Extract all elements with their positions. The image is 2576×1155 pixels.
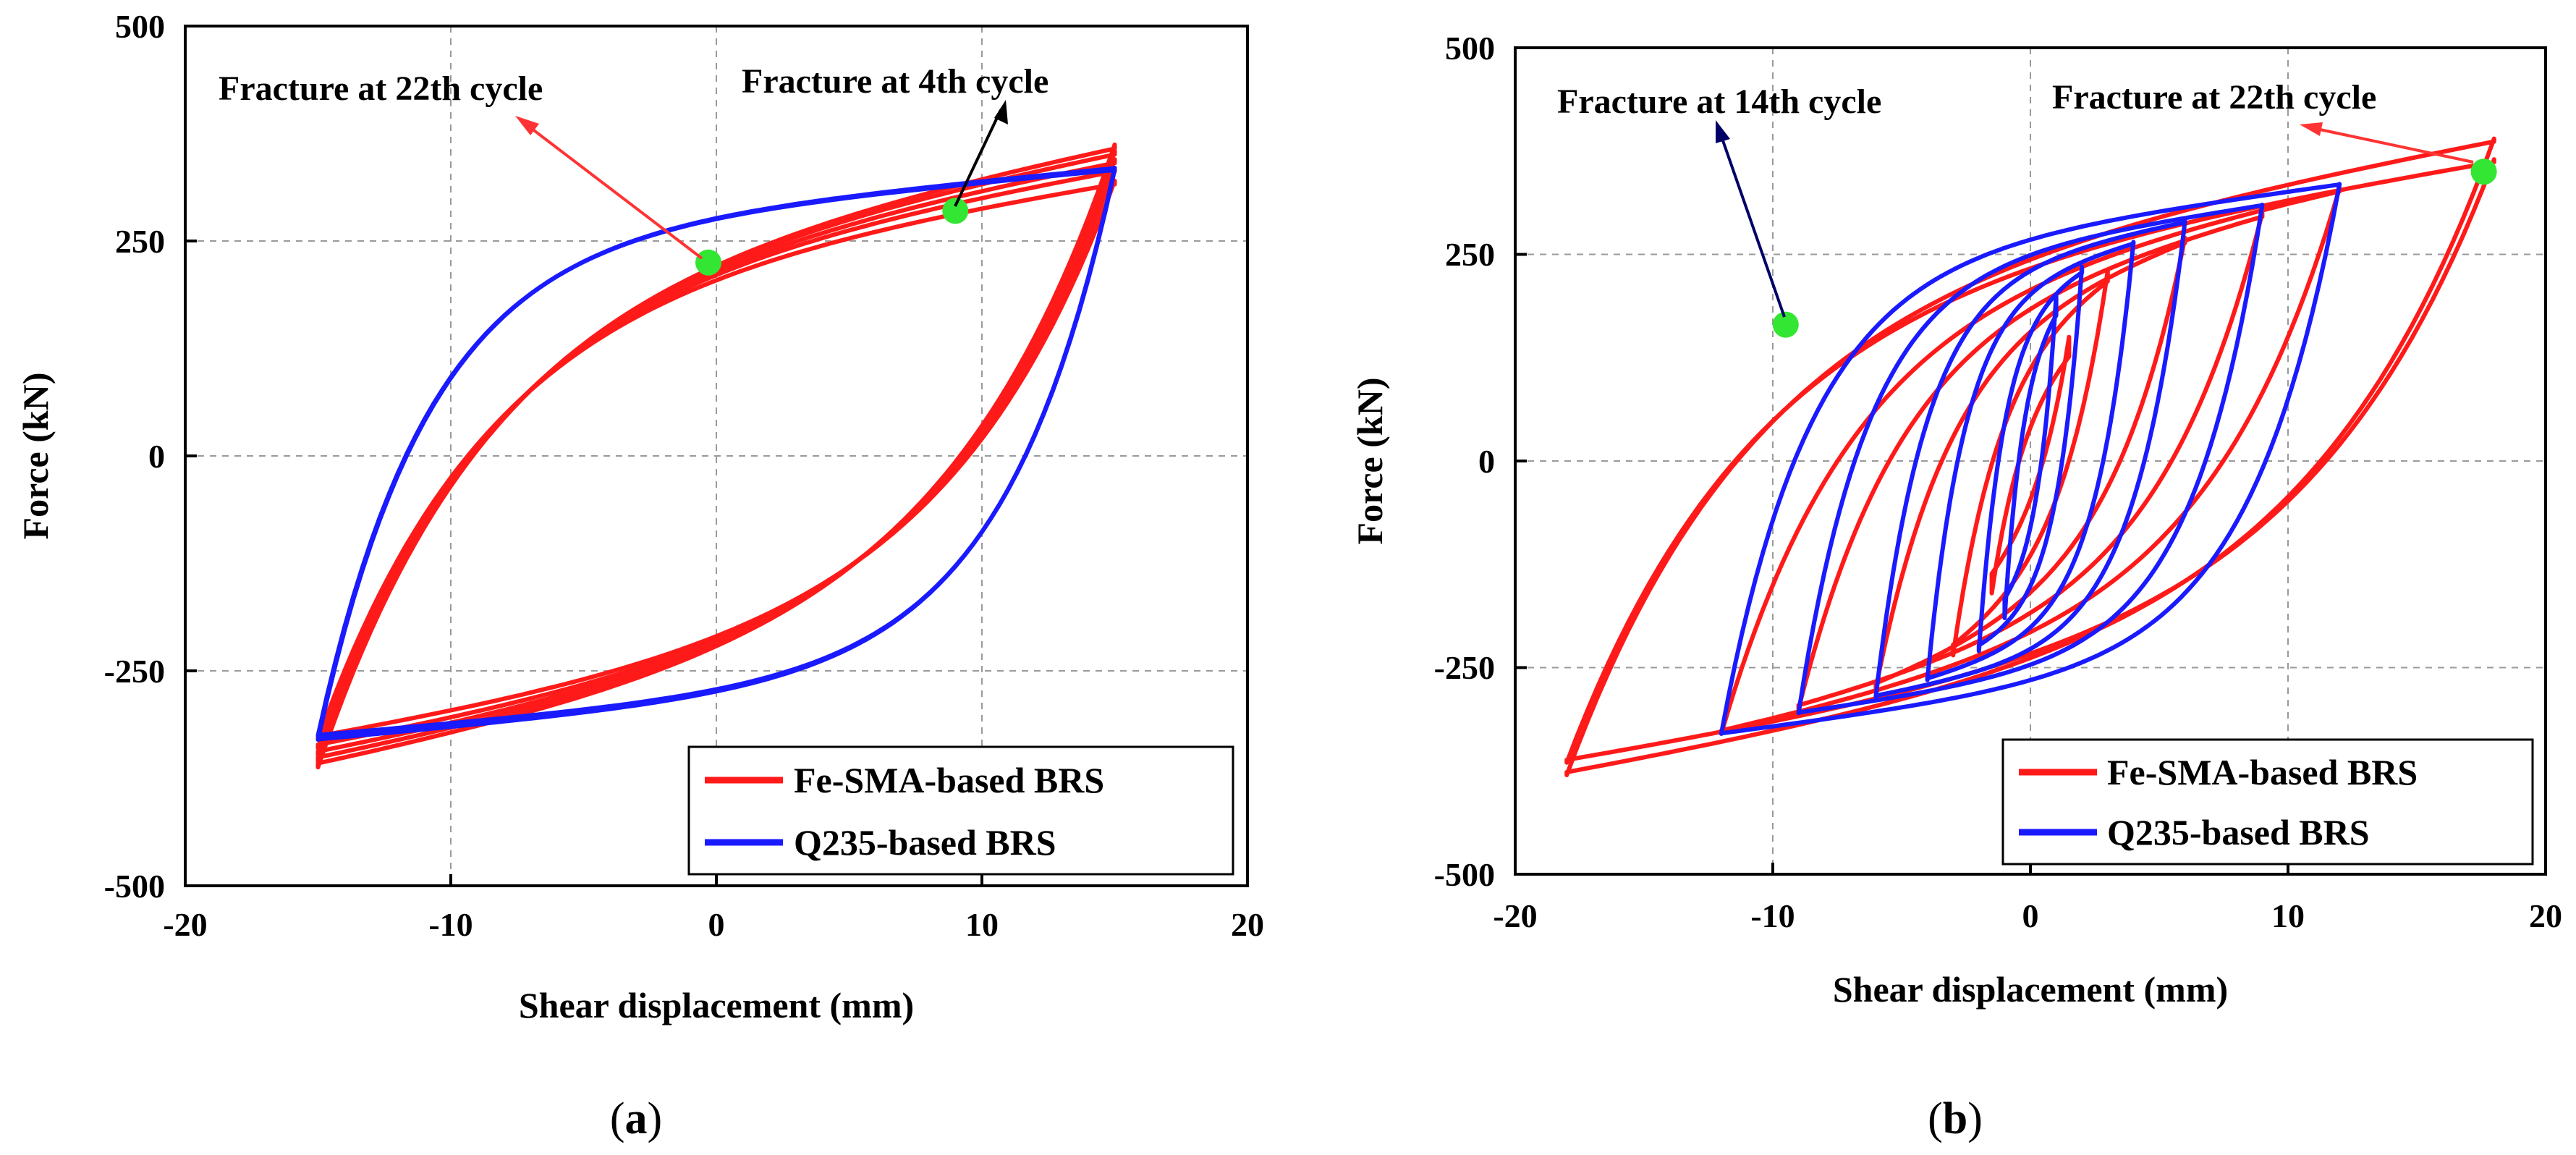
panel-b-arrow-22th: [2300, 122, 2474, 164]
panel-a-ytick-label: 500: [115, 8, 165, 45]
panel-a-annotation-22th: Fracture at 22th cycle: [219, 69, 543, 108]
panel-b-arrow-14th: [1716, 120, 1786, 318]
panel-b-ytick-label: -250: [1434, 649, 1495, 686]
panel-b-legend-label-q235: Q235-based BRS: [2107, 812, 2370, 852]
panel-a-fracture-marker-2: [942, 198, 969, 224]
panel-a-ytick-label: 250: [115, 223, 165, 260]
panel-b-annotation-14th: Fracture at 14th cycle: [1557, 82, 1881, 121]
panel-b-y-axis-label: Force (kN): [1350, 378, 1390, 545]
panel-a-fe-sma-loop-5: [315, 142, 1117, 770]
panel-a-y-axis-label: Force (kN): [15, 373, 56, 540]
panel-b-fe-sma-loop-7: [1564, 136, 2496, 777]
panel-a-xtick-label: -10: [428, 906, 473, 943]
panel-a-curves: [315, 142, 1117, 770]
panel-b-xtick-label: -20: [1493, 897, 1537, 934]
panel-b-q235-loop-6: [1719, 182, 2342, 736]
panel-a-ytick-label: 0: [148, 438, 165, 475]
panel-b-legend-box: [2001, 738, 2534, 866]
panel-a-xtick-labels: -20 -10 0 10 20: [163, 906, 1264, 943]
panel-b-xtick-labels: -20 -10 0 10 20: [1493, 897, 2562, 934]
panel-b-fracture-marker-1: [1772, 311, 1799, 338]
panel-b-ytick-labels: 500 250 0 -250 -500: [1434, 30, 1495, 893]
panel-b-xtick-label: 20: [2529, 897, 2562, 934]
panel-a-xtick-label: 20: [1231, 906, 1264, 943]
panel-b-x-axis-label: Shear displacement (mm): [1833, 969, 2228, 1010]
panel-a-xtick-label: -20: [163, 906, 207, 943]
panel-a-fracture-markers: [695, 198, 969, 276]
panel-b: -20 -10 0 10 20 500 250 0 -250 -500 Shea…: [1350, 30, 2562, 1143]
panel-a-ytick-labels: 500 250 0 -250 -500: [104, 8, 165, 905]
panel-a-arrow-4th: [954, 100, 1008, 207]
panel-a-x-axis-label: Shear displacement (mm): [519, 985, 914, 1025]
panel-b-q235-loop-3: [1925, 240, 2136, 682]
panel-a-xtick-label: 10: [965, 906, 999, 943]
panel-a-xtick-label: 0: [708, 906, 725, 943]
panel-b-q235-loop-2: [1976, 264, 2085, 653]
panel-a-letter: a: [625, 1094, 648, 1143]
panel-b-ytick-label: 250: [1445, 236, 1495, 273]
panel-b-xtick-label: 10: [2271, 897, 2305, 934]
panel-b-q235-loop-5: [1796, 203, 2265, 716]
panel-b-ticks: [1514, 46, 2547, 876]
panel-a-annotation-4th: Fracture at 4th cycle: [742, 62, 1048, 101]
panel-a-legend-label-q235: Q235-based BRS: [794, 822, 1056, 863]
panel-b-letter: b: [1943, 1094, 1967, 1143]
panel-b-fe-sma-loop-3: [1873, 235, 2187, 690]
panel-a: -20 -10 0 10 20 500 250 0 -250 -500 Shea…: [15, 8, 1264, 1143]
panel-a-ytick-label: -500: [104, 868, 165, 905]
panel-a-ticks: [184, 25, 1249, 887]
panel-b-ytick-label: 0: [1478, 443, 1495, 480]
panel-b-ytick-label: 500: [1445, 30, 1495, 67]
panel-b-annotation-22th: Fracture at 22th cycle: [2052, 78, 2376, 117]
panel-b-fracture-markers: [1772, 158, 2497, 338]
panel-b-fracture-marker-2: [2470, 158, 2497, 185]
panel-a-arrow-22th: [515, 116, 703, 260]
panel-a-fracture-marker-1: [695, 249, 721, 276]
panel-b-xtick-label: 0: [2022, 897, 2039, 934]
panel-b-fe-sma-loop-2: [1951, 268, 2110, 658]
panel-b-legend-label-fe-sma: Fe-SMA-based BRS: [2107, 752, 2418, 792]
panel-b-q235-loop-4: [1873, 219, 2187, 699]
panel-b-label: (b): [1928, 1094, 1983, 1143]
panel-a-q235-loop-2: [315, 167, 1117, 738]
panel-a-legend-box: [687, 745, 1234, 876]
panel-a-legend: Fe-SMA-based BRS Q235-based BRS: [687, 745, 1234, 876]
panel-b-curves: [1564, 136, 2496, 777]
panel-b-xtick-label: -10: [1750, 897, 1795, 934]
panel-b-ytick-label: -500: [1434, 856, 1495, 893]
panel-a-grid: [185, 26, 1247, 886]
panel-a-legend-label-fe-sma: Fe-SMA-based BRS: [794, 760, 1104, 800]
panel-a-label: (a): [610, 1094, 662, 1143]
panel-b-legend: Fe-SMA-based BRS Q235-based BRS: [2001, 738, 2534, 866]
panel-a-ytick-label: -250: [104, 653, 165, 690]
